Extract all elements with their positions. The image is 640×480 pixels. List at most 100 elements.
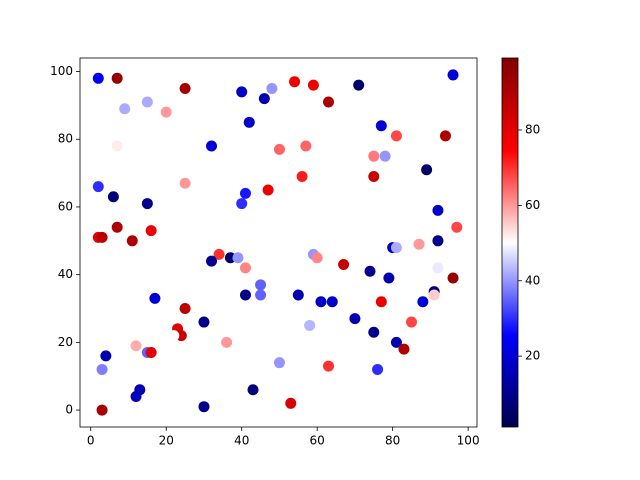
scatter-point <box>323 360 335 372</box>
scatter-point <box>417 296 429 308</box>
scatter-point <box>130 391 142 403</box>
scatter-point <box>390 130 402 142</box>
scatter-point <box>206 255 218 267</box>
scatter-point <box>421 164 433 176</box>
scatter-point <box>92 181 104 193</box>
scatter-point <box>311 252 323 264</box>
scatter-point <box>206 140 218 152</box>
x-tick-label: 20 <box>159 434 174 448</box>
scatter-point <box>111 140 123 152</box>
scatter-point <box>364 265 376 277</box>
scatter-point <box>266 82 278 94</box>
colorbar-tick-label: 80 <box>525 122 540 136</box>
scatter-point <box>255 289 267 301</box>
colorbar <box>501 57 519 428</box>
axes-frame <box>79 57 478 428</box>
scatter-point <box>239 289 251 301</box>
plot-area <box>92 69 463 416</box>
scatter-point <box>198 401 210 413</box>
scatter-point <box>111 221 123 233</box>
y-tick-label: 20 <box>58 335 73 349</box>
scatter-point <box>107 191 119 203</box>
scatter-point <box>413 238 425 250</box>
x-tick-label: 100 <box>457 434 480 448</box>
scatter-point <box>239 187 251 199</box>
scatter-point <box>375 296 387 308</box>
scatter-point <box>307 79 319 91</box>
scatter-point <box>390 242 402 254</box>
colorbar-tick-label: 60 <box>525 198 540 212</box>
scatter-point <box>126 235 138 247</box>
scatter-point <box>398 343 410 355</box>
scatter-point <box>221 336 233 348</box>
scatter-point <box>119 103 131 115</box>
scatter-point <box>111 72 123 84</box>
scatter-point <box>315 296 327 308</box>
scatter-point <box>379 150 391 162</box>
scatter-point <box>447 69 459 81</box>
scatter-point <box>258 93 270 105</box>
scatter-point <box>375 120 387 132</box>
scatter-point <box>236 86 248 98</box>
x-tick-label: 0 <box>87 434 95 448</box>
scatter-point <box>390 336 402 348</box>
scatter-point <box>179 303 191 315</box>
scatter-point <box>451 221 463 233</box>
x-tick-label: 60 <box>310 434 325 448</box>
scatter-point <box>247 384 259 396</box>
scatter-point <box>349 313 361 325</box>
scatter-point <box>285 397 297 409</box>
scatter-point <box>213 397 225 409</box>
scatter-point <box>198 316 210 328</box>
x-tick-label: 80 <box>385 434 400 448</box>
scatter-point <box>92 72 104 84</box>
scatter-point <box>243 116 255 128</box>
scatter-point <box>262 184 274 196</box>
y-tick-label: 40 <box>58 267 73 281</box>
scatter-point <box>368 170 380 182</box>
y-tick-label: 0 <box>65 403 73 417</box>
scatter-point <box>160 106 172 118</box>
scatter-point <box>224 252 236 264</box>
scatter-point <box>179 177 191 189</box>
y-tick-label: 80 <box>58 132 73 146</box>
scatter-point <box>273 143 285 155</box>
scatter-point <box>96 404 108 416</box>
scatter-point <box>296 170 308 182</box>
scatter-point <box>300 140 312 152</box>
scatter-point <box>432 204 444 216</box>
scatter-point <box>213 248 225 260</box>
scatter-point <box>372 363 384 375</box>
scatter-point <box>130 340 142 352</box>
scatter-point <box>100 350 112 362</box>
scatter-point <box>368 150 380 162</box>
scatter-point <box>432 262 444 274</box>
y-tick-label: 60 <box>58 199 73 213</box>
scatter-point <box>353 79 365 91</box>
x-tick-label: 40 <box>234 434 249 448</box>
scatter-point <box>236 198 248 210</box>
scatter-point <box>383 272 395 284</box>
y-tick-label: 100 <box>50 64 73 78</box>
scatter-point <box>232 252 244 264</box>
scatter-point <box>149 292 161 304</box>
scatter-point <box>432 235 444 247</box>
scatter-point <box>289 76 301 88</box>
colorbar-tick-label: 40 <box>525 273 540 287</box>
scatter-point <box>141 96 153 108</box>
scatter-point <box>145 225 157 237</box>
scatter-point <box>439 130 451 142</box>
scatter-point <box>428 289 440 301</box>
scatter-point <box>292 289 304 301</box>
scatter-point <box>175 330 187 342</box>
scatter-point <box>96 363 108 375</box>
scatter-point <box>273 357 285 369</box>
scatter-point <box>141 198 153 210</box>
scatter-point <box>239 262 251 274</box>
scatter-point <box>406 316 418 328</box>
scatter-point <box>323 96 335 108</box>
scatter-point <box>338 259 350 271</box>
scatter-point <box>368 326 380 338</box>
scatter-point <box>145 347 157 359</box>
